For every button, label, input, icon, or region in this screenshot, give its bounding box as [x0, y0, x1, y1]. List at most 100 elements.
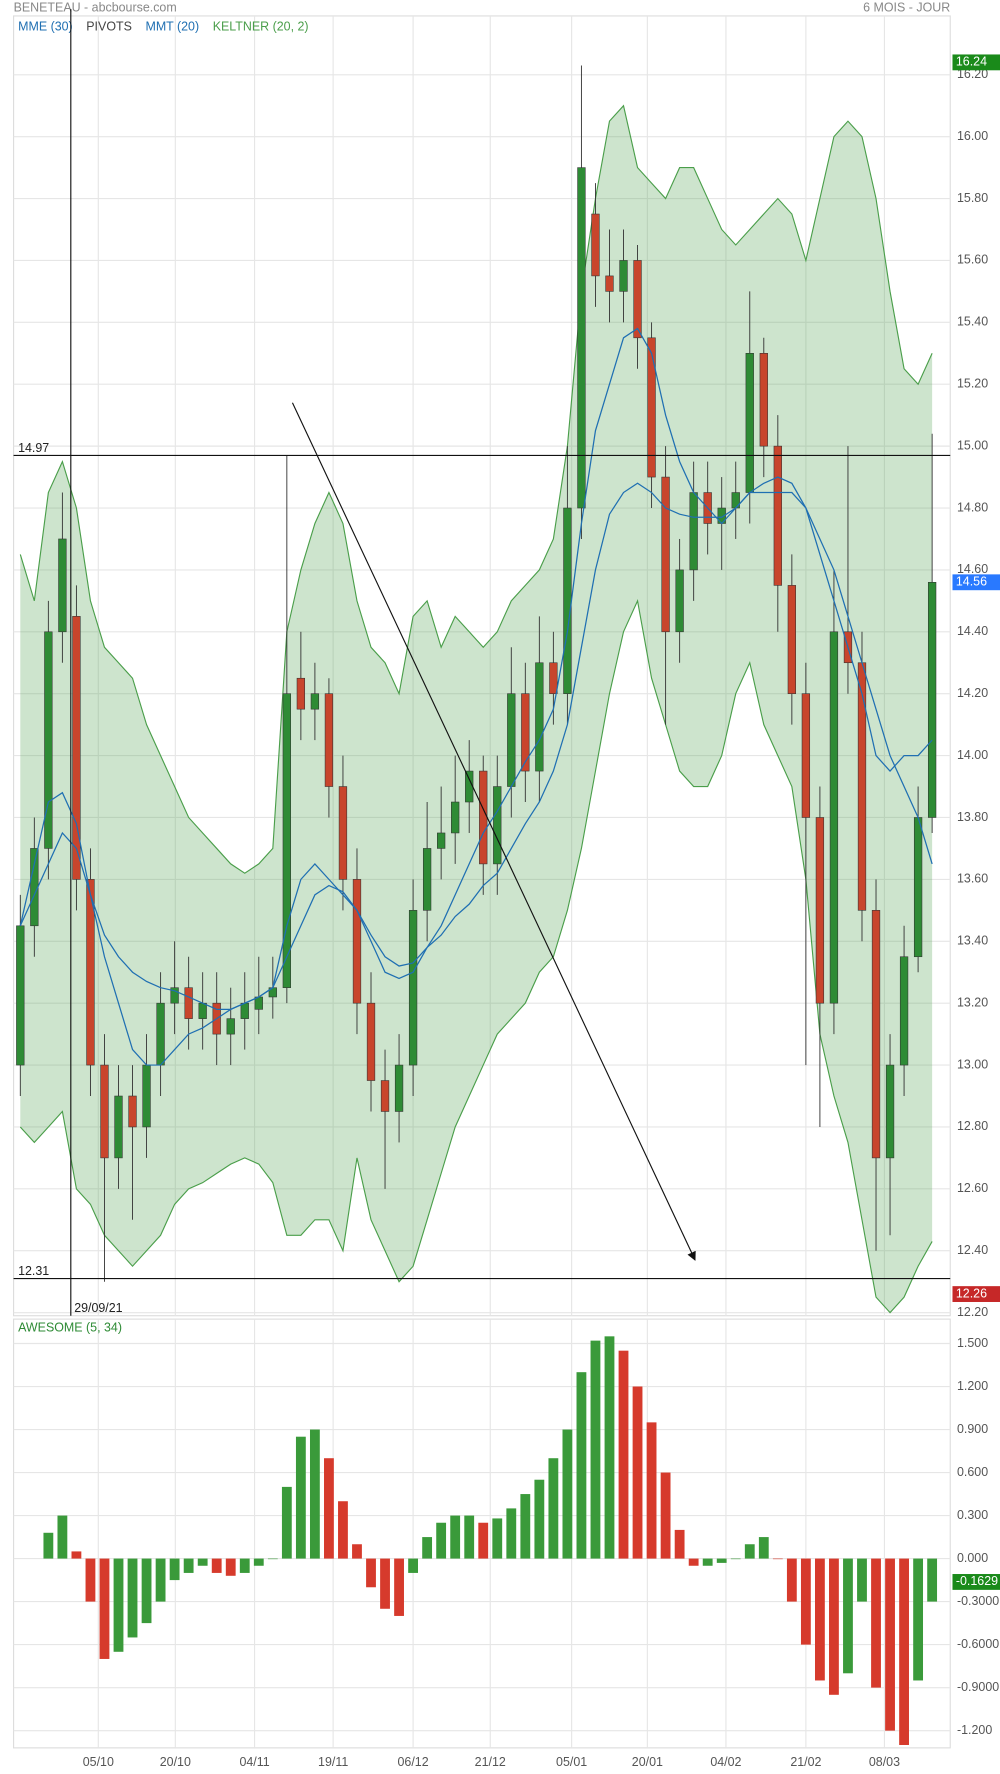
candle-body: [310, 693, 320, 710]
oscillator-bar: [520, 1494, 531, 1559]
oscillator-bar: [71, 1551, 82, 1559]
oscillator-bar: [506, 1508, 517, 1559]
x-tick-label: 06/12: [398, 1755, 429, 1769]
oscillator-bar: [576, 1372, 587, 1559]
y-tick-label: 13.40: [957, 934, 988, 948]
candle-body: [689, 492, 698, 571]
candle-body: [240, 1002, 249, 1019]
moving-average: [19, 482, 933, 1010]
oscillator-bar: [786, 1558, 797, 1602]
oscillator-bar: [99, 1558, 110, 1659]
oscillator-bar: [324, 1458, 334, 1559]
candle-body: [437, 832, 446, 849]
oscillator-bar: [408, 1558, 419, 1573]
candle-body: [549, 662, 558, 694]
oscillator-bar: [281, 1486, 292, 1559]
y-tick-label: 14.40: [957, 624, 988, 638]
candle-body: [577, 167, 586, 509]
candle-body: [380, 1080, 390, 1112]
oscillator-bar: [562, 1429, 573, 1559]
oscillator-bar: [127, 1558, 138, 1638]
oscillator-bar: [534, 1479, 545, 1559]
y-tick-label: 1.500: [957, 1336, 988, 1350]
candle-body: [142, 1064, 151, 1128]
candle-body: [871, 910, 881, 1159]
oscillator-bar: [450, 1515, 461, 1559]
oscillator-bar: [871, 1558, 881, 1688]
y-tick-label: 12.40: [957, 1243, 988, 1257]
candle-body: [661, 476, 670, 633]
oscillator-bar: [814, 1558, 825, 1681]
candle-body: [591, 213, 600, 277]
candle-body: [507, 693, 516, 787]
y-tick-label: 13.20: [957, 995, 988, 1009]
oscillator-bar: [267, 1558, 278, 1560]
legend-entry: PIVOTS: [86, 20, 132, 34]
x-tick-label: 20/10: [160, 1755, 191, 1769]
keltner-upper: [19, 104, 933, 874]
moving-average: [19, 327, 933, 1066]
candle-body: [100, 1064, 109, 1159]
candle-body: [451, 801, 460, 834]
oscillator-bar: [366, 1558, 376, 1588]
candle-body: [801, 693, 811, 818]
x-tick-label: 04/11: [239, 1755, 269, 1769]
oscillator-bar: [253, 1558, 264, 1566]
price-tag: [952, 54, 1000, 71]
price-tag: [952, 574, 1000, 591]
y-tick-label: 13.00: [957, 1057, 988, 1071]
panel-frame: [13, 1318, 951, 1749]
y-tick-label: 14.60: [957, 562, 988, 576]
y-tick-label: -0.3000: [957, 1594, 999, 1608]
y-tick-label: 13.60: [957, 872, 988, 886]
price-tag-label: -0.1629: [956, 1574, 998, 1588]
candle-body: [184, 987, 193, 1019]
candle-body: [86, 879, 95, 1066]
y-tick-label: 16.00: [957, 129, 988, 143]
candle-body: [44, 631, 53, 849]
candle-body: [633, 260, 642, 339]
candle-body: [479, 770, 488, 865]
price-tag: [952, 1286, 1000, 1302]
x-tick-label: 21/02: [790, 1755, 821, 1769]
oscillator-bar: [688, 1558, 699, 1566]
y-tick-label: 1.200: [957, 1379, 988, 1393]
oscillator-bar: [295, 1436, 306, 1559]
oscillator-bar: [857, 1558, 867, 1602]
candle-body: [114, 1095, 123, 1159]
candle-body: [72, 616, 81, 880]
y-tick-label: 13.80: [957, 810, 988, 824]
oscillator-bar: [492, 1518, 503, 1559]
y-tick-label: 14.00: [957, 748, 988, 762]
candle-body: [366, 1002, 376, 1081]
y-tick-label: 15.60: [957, 253, 988, 267]
candle-body: [885, 1064, 895, 1159]
oscillator-bar: [464, 1515, 475, 1559]
candle-body: [745, 352, 754, 493]
vertical-line-label: 29/09/21: [74, 1301, 122, 1315]
oscillator-bar: [211, 1558, 222, 1573]
candle-body: [282, 693, 291, 988]
oscillator-bar: [927, 1558, 938, 1602]
candle-body: [815, 817, 825, 1004]
oscillator-bar: [422, 1537, 433, 1559]
oscillator-bar: [702, 1558, 713, 1566]
x-tick-label: 19/11: [318, 1755, 348, 1769]
candle-body: [647, 337, 656, 478]
price-tag-label: 16.24: [956, 55, 987, 69]
x-tick-label: 05/01: [556, 1755, 587, 1769]
candle-body: [170, 987, 179, 1004]
price-tag-label: 14.56: [956, 575, 987, 589]
oscillator-bar: [758, 1537, 769, 1559]
y-tick-label: 12.20: [957, 1305, 988, 1319]
candle-body: [857, 662, 867, 911]
oscillator-bar: [590, 1340, 601, 1559]
oscillator-bar: [183, 1558, 194, 1573]
oscillator-bar: [352, 1544, 362, 1559]
oscillator-bar: [85, 1558, 96, 1602]
oscillator-bar: [239, 1558, 250, 1573]
candle-body: [226, 1018, 235, 1035]
oscillator-bar: [913, 1558, 924, 1681]
oscillator-bar: [380, 1558, 390, 1609]
y-tick-label: 14.20: [957, 686, 988, 700]
